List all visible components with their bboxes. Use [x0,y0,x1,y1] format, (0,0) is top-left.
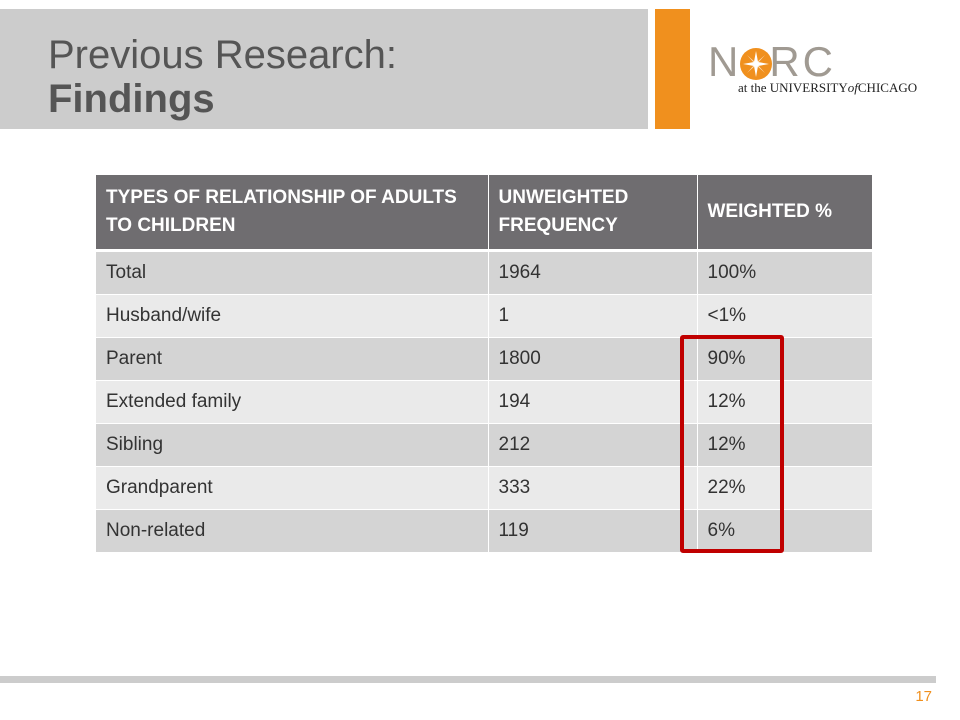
column-header-unweighted: UNWEIGHTED FREQUENCY [488,175,698,252]
table-row: Extended family 194 12% [96,380,872,424]
cell-weighted: 6% [697,509,872,553]
cell-weighted: <1% [697,294,872,338]
logo-subtitle-suffix: CHICAGO [857,80,918,95]
table-row: Parent 1800 90% [96,337,872,381]
title-line-2: Findings [48,77,215,121]
accent-bar [655,9,690,129]
cell-weighted: 22% [697,466,872,510]
weighted-percent-highlight [680,335,784,553]
table-row: Sibling 212 12% [96,423,872,467]
cell-relationship: Parent [96,337,489,381]
page-number: 17 [915,688,932,705]
cell-weighted: 12% [697,423,872,467]
starburst-icon [740,48,772,80]
table-row: Husband/wife 1 <1% [96,294,872,338]
logo-subtitle-of: of [847,80,858,95]
cell-unweighted: 212 [488,423,698,467]
title-line-1: Previous Research: [48,33,398,77]
cell-relationship: Extended family [96,380,489,424]
title-band: Previous Research: Findings [0,9,648,129]
logo-wordmark: N RC [708,38,837,85]
table-row: Grandparent 333 22% [96,466,872,510]
footer-bar [0,676,936,683]
logo-subtitle: at the UNIVERSITYofCHICAGO [738,80,917,96]
table-row: Non-related 119 6% [96,509,872,553]
cell-weighted: 12% [697,380,872,424]
table-row: Total 1964 100% [96,250,872,295]
cell-relationship: Sibling [96,423,489,467]
logo-subtitle-prefix: at the UNIVERSITY [738,80,848,95]
column-header-relationship: TYPES OF RELATIONSHIP OF ADULTS TO CHILD… [96,175,489,252]
cell-relationship: Total [96,250,489,295]
cell-unweighted: 333 [488,466,698,510]
table-header-row: TYPES OF RELATIONSHIP OF ADULTS TO CHILD… [96,175,872,252]
cell-unweighted: 1 [488,294,698,338]
cell-weighted: 100% [697,250,872,295]
cell-relationship: Non-related [96,509,489,553]
cell-unweighted: 194 [488,380,698,424]
cell-unweighted: 1964 [488,250,698,295]
relationship-table: TYPES OF RELATIONSHIP OF ADULTS TO CHILD… [96,175,872,553]
cell-relationship: Grandparent [96,466,489,510]
cell-unweighted: 119 [488,509,698,553]
column-header-weighted: WEIGHTED % [697,175,872,252]
cell-unweighted: 1800 [488,337,698,381]
cell-weighted: 90% [697,337,872,381]
slide-title: Previous Research: Findings [48,33,397,121]
cell-relationship: Husband/wife [96,294,489,338]
norc-logo: N RC at the UNIVERSITYofCHICAGO [708,40,938,100]
